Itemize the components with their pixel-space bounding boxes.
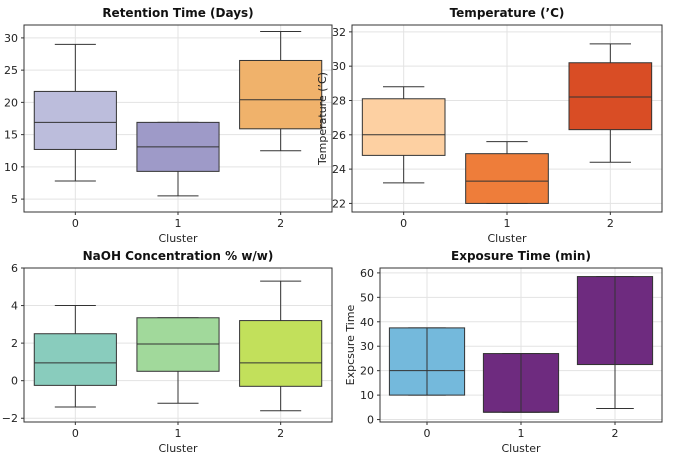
temperature-ytick-label: 22 [332,197,346,210]
naoh-concentration-ytick-label: 2 [11,337,18,350]
exposure-time-title: Exposure Time (min) [451,249,591,263]
temperature-frame [351,24,663,213]
temperature-xlabel: Cluster [487,232,527,245]
iqr-box [568,62,653,131]
naoh-concentration-ytick-label: −2 [2,412,18,425]
temperature-box-1 [465,141,549,204]
retention-time-xlabel: Cluster [158,232,198,245]
temperature-ytick-label: 26 [332,129,346,142]
exposure-time-box-2 [576,276,654,410]
retention-time-box-0 [33,43,117,182]
iqr-box [465,153,549,204]
temperature-xtick-label: 0 [400,217,407,230]
naoh-concentration-ytick-label: 4 [11,300,18,313]
temperature-ytick-label: 30 [332,60,346,73]
temperature-panel: 22 24 26 28 30 32 0 1 2 Temperature (’C) Cluster Te… [316,6,663,245]
retention-time-box-1 [136,121,220,197]
temperature-ytick-label: 32 [332,26,346,39]
naoh-concentration-xlabel: Cluster [158,442,198,455]
exposure-time-ytick-label: 40 [360,316,374,329]
temperature-title: Temperature (’C) [450,6,565,20]
retention-time-ytick-label: 10 [4,161,18,174]
naoh-concentration-panel: −2 0 2 4 6 0 1 2 NaOH Concentration % w/w) Cluste… [2,249,333,455]
retention-time-title: Retention Time (Days) [102,6,253,20]
temperature-xtick-label: 2 [607,217,614,230]
temperature-box-2 [568,43,653,163]
naoh-concentration-xtick-label: 1 [175,427,182,440]
retention-time-ytick-label: 15 [4,129,18,142]
exposure-time-ytick-label: 30 [360,340,374,353]
exposure-time-ytick-label: 60 [360,267,374,280]
exposure-time-ylabel: Expcsure Time [344,304,357,385]
naoh-concentration-frame [23,267,333,423]
temperature-ytick-label: 24 [332,163,346,176]
temperature-xtick-label: 1 [504,217,511,230]
exposure-time-panel: 0 10 20 30 40 50 60 0 1 2 Exposure Time (min) Clust… [344,249,663,455]
naoh-concentration-box-2 [239,280,323,412]
exposure-time-xtick-label: 0 [424,427,431,440]
iqr-box [33,90,117,150]
exposure-time-ytick-label: 0 [367,414,374,427]
temperature-ylabel: Temperature (’C) [316,72,329,166]
naoh-concentration-ytick-label: 0 [11,375,18,388]
exposure-time-box-0 [388,327,466,396]
exposure-time-ytick-label: 10 [360,389,374,402]
retention-time-xtick-label: 0 [72,217,79,230]
exposure-time-ytick-label: 50 [360,291,374,304]
exposure-time-frame [379,267,663,423]
naoh-concentration-box-1 [136,317,220,404]
retention-time-frame [23,24,333,213]
retention-time-box-2 [239,30,323,152]
exposure-time-ytick-label: 20 [360,365,374,378]
retention-time-ytick-label: 20 [4,96,18,109]
retention-time-xtick-label: 2 [277,217,284,230]
exposure-time-xtick-label: 2 [612,427,619,440]
naoh-concentration-xtick-label: 0 [72,427,79,440]
temperature-ytick-label: 28 [332,94,346,107]
retention-time-panel: 5 10 15 20 25 30 0 1 2 Retention Time (Days) Clust… [4,6,333,245]
exposure-time-xtick-label: 1 [518,427,525,440]
retention-time-xtick-label: 1 [175,217,182,230]
temperature-box-0 [361,86,446,184]
iqr-box [239,320,323,387]
iqr-box [33,333,117,386]
naoh-concentration-box-0 [33,305,117,408]
retention-time-ytick-label: 25 [4,64,18,77]
naoh-concentration-ytick-label: 6 [11,262,18,275]
naoh-concentration-title: NaOH Concentration % w/w) [83,249,274,263]
naoh-concentration-xtick-label: 2 [277,427,284,440]
retention-time-ytick-label: 30 [4,32,18,45]
iqr-box [361,98,446,156]
iqr-box [239,59,323,130]
exposure-time-box-1 [482,353,560,413]
retention-time-ytick-label: 5 [11,193,18,206]
exposure-time-xlabel: Cluster [501,442,541,455]
